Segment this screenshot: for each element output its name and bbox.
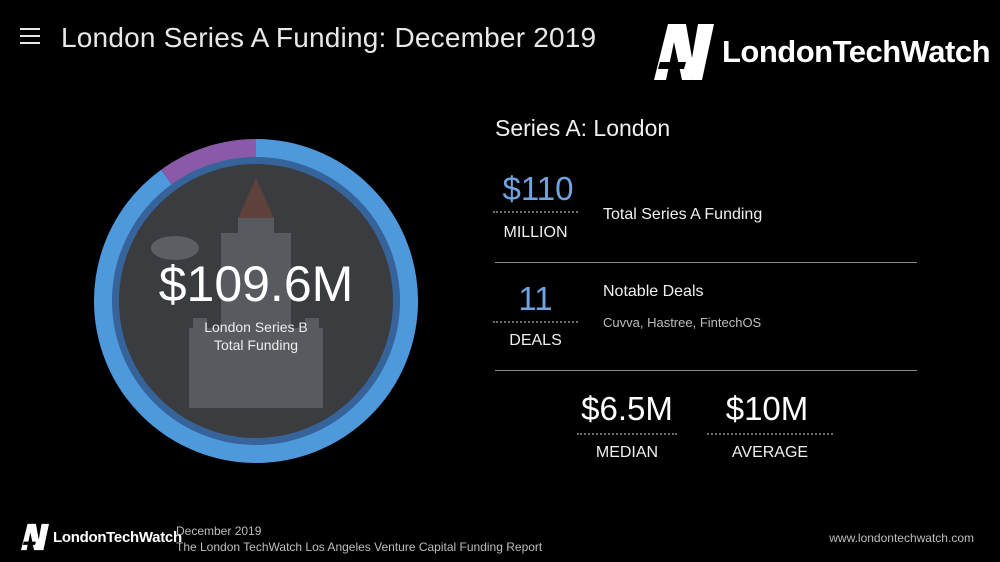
aw-logo-mark	[654, 24, 714, 80]
funding-donut: $109.6M London Series B Total Funding	[93, 138, 419, 464]
deals-stat: 11	[518, 280, 553, 317]
average-dots	[707, 433, 833, 435]
footer-report-title: The London TechWatch Los Angeles Venture…	[176, 540, 543, 554]
deals-companies: Cuvva, Hastree, FintechOS	[603, 315, 762, 330]
brand-logo[interactable]: LondonTechWatch	[652, 22, 991, 82]
donut-inner-track	[111, 156, 401, 446]
footer-url[interactable]: www.londontechwatch.com	[829, 531, 974, 545]
total-label: Total Series A Funding	[603, 206, 763, 223]
median-dots	[577, 433, 677, 435]
menu-icon[interactable]	[20, 28, 40, 44]
footer-brand-name: LondonTechWatch	[53, 528, 182, 546]
average-stat: $10M	[725, 390, 809, 427]
footer-aw-logo-mark	[21, 523, 49, 551]
deals-label: Notable Deals	[603, 283, 704, 300]
section-title: Series A: London	[495, 115, 671, 141]
median-unit: MEDIAN	[595, 444, 659, 461]
donut-label-line2: Total Funding	[213, 337, 299, 353]
donut-center: $109.6M London Series B Total Funding	[93, 138, 419, 464]
brand-name: LondonTechWatch	[722, 34, 991, 69]
average-unit: AVERAGE	[731, 444, 809, 461]
donut-segment-purple	[94, 139, 418, 463]
median-stat: $6.5M	[581, 390, 673, 427]
building-illustration	[151, 178, 323, 408]
total-funding-value: $109.6M	[158, 256, 354, 312]
footer-logo[interactable]: LondonTechWatch	[20, 522, 182, 552]
total-funding-stat: $110	[502, 170, 574, 207]
total-dots	[493, 211, 578, 213]
deals-unit: DEALS	[509, 332, 562, 349]
donut-label-line1: London Series B	[204, 319, 308, 335]
divider-2	[495, 370, 917, 371]
deals-dots	[493, 321, 578, 323]
donut-inner-disc	[116, 161, 396, 441]
donut-svg	[94, 139, 418, 463]
total-unit: MILLION	[503, 224, 568, 241]
divider-1	[495, 262, 917, 263]
page-title: London Series A Funding: December 2019	[61, 22, 597, 53]
footer-date: December 2019	[176, 524, 262, 538]
